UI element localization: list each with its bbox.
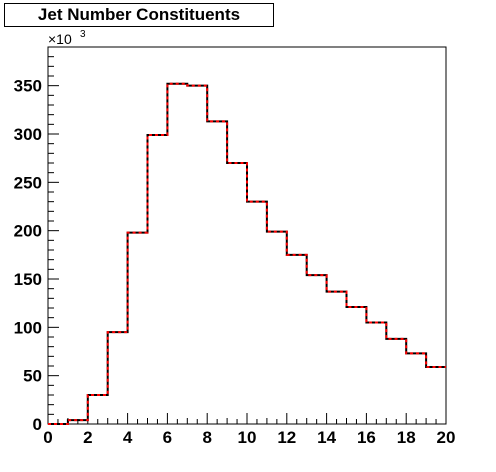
y-tick-label: 250 bbox=[14, 173, 42, 192]
x-tick-label: 14 bbox=[317, 428, 336, 447]
y-tick-label: 200 bbox=[14, 222, 42, 241]
y-tick-label: 150 bbox=[14, 270, 42, 289]
y-tick-label: 0 bbox=[33, 415, 42, 434]
x-tick-label: 0 bbox=[43, 428, 52, 447]
y-axis-multiplier-exponent: 3 bbox=[80, 29, 86, 40]
y-tick-label: 300 bbox=[14, 125, 42, 144]
x-tick-label: 2 bbox=[83, 428, 92, 447]
chart-title: Jet Number Constituents bbox=[4, 3, 274, 27]
x-tick-label: 18 bbox=[397, 428, 416, 447]
x-tick-label: 4 bbox=[123, 428, 133, 447]
x-tick-label: 12 bbox=[277, 428, 296, 447]
x-tick-label: 16 bbox=[357, 428, 376, 447]
x-tick-label: 20 bbox=[437, 428, 456, 447]
y-axis-multiplier: ×10 bbox=[48, 31, 72, 47]
x-tick-label: 10 bbox=[238, 428, 257, 447]
y-tick-label: 100 bbox=[14, 318, 42, 337]
x-tick-label: 8 bbox=[202, 428, 211, 447]
x-tick-label: 6 bbox=[163, 428, 172, 447]
y-tick-label: 50 bbox=[23, 367, 42, 386]
histogram-series bbox=[48, 82, 446, 425]
histogram-line-red-dashed bbox=[48, 82, 446, 425]
y-tick-label: 350 bbox=[14, 77, 42, 96]
